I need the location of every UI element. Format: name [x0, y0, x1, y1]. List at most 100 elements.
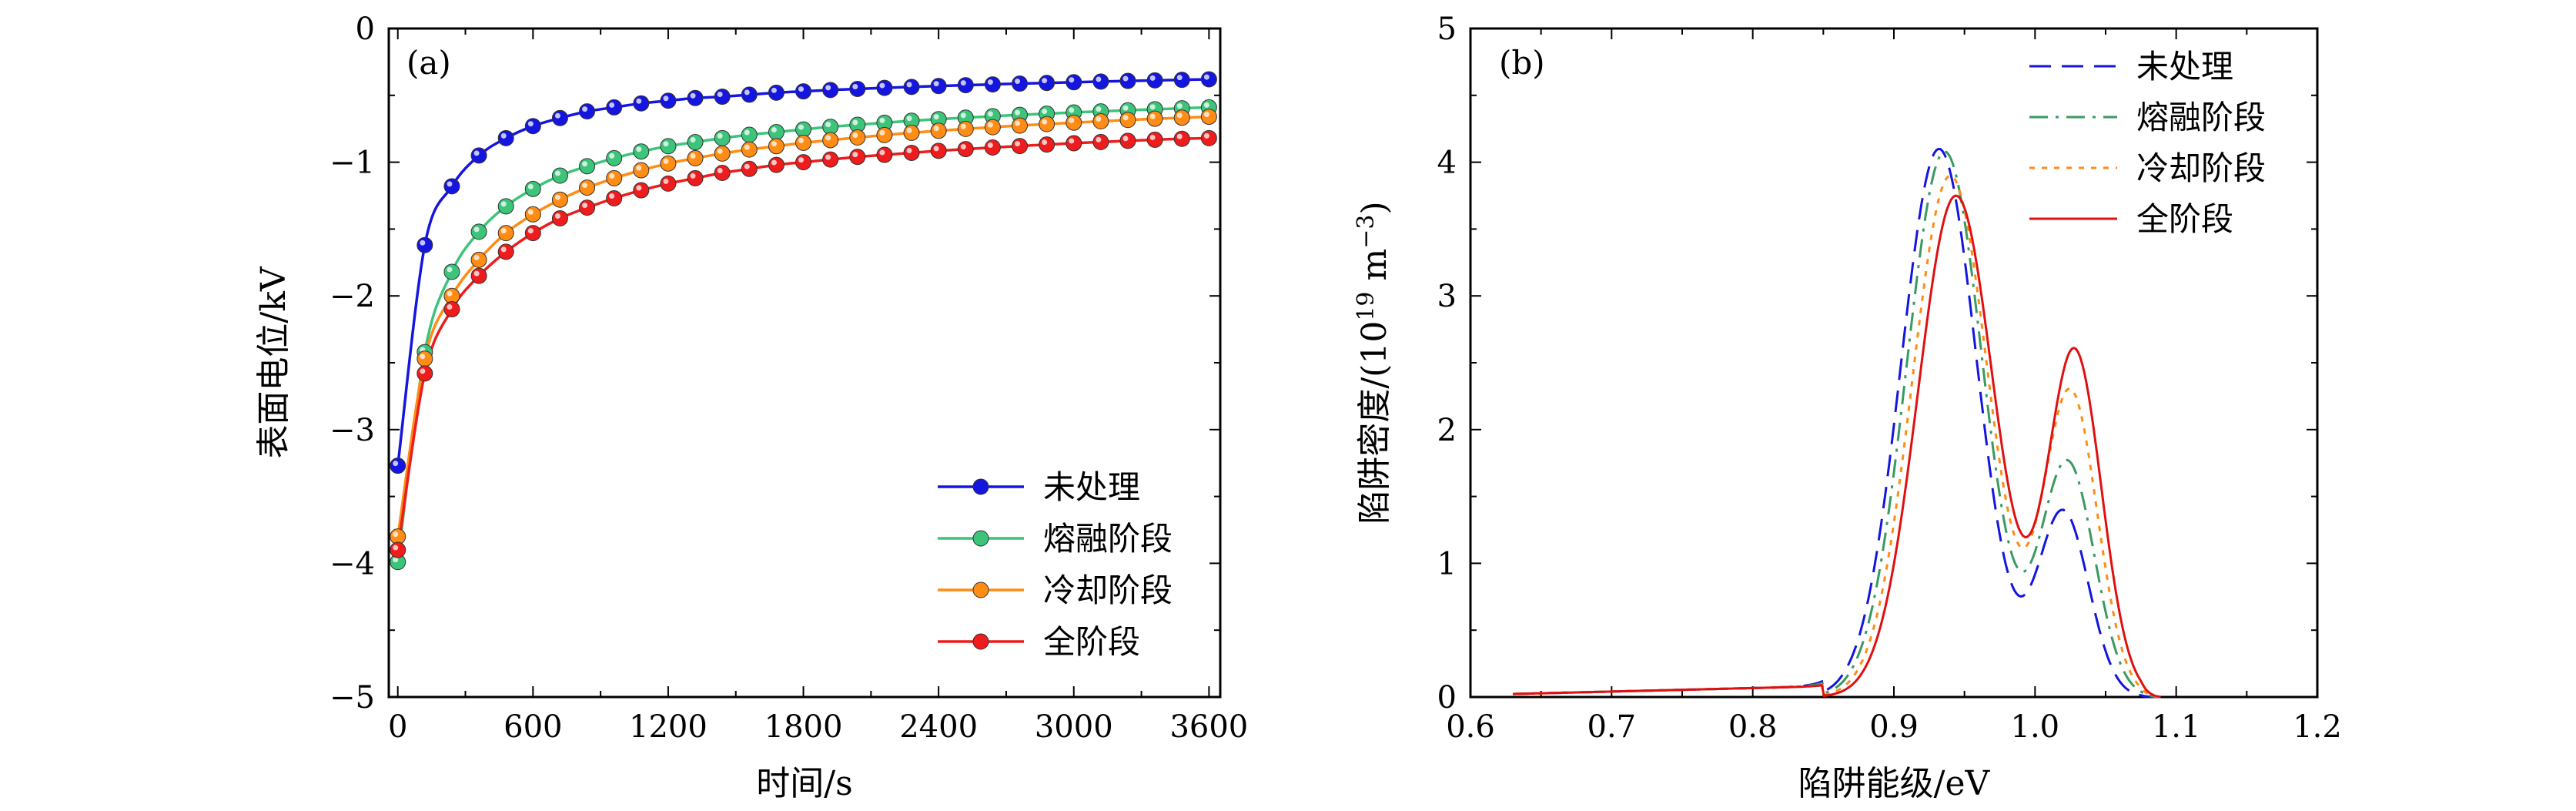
- panel-a-point-series-0: [579, 103, 596, 120]
- panel-a-point-series-2: [903, 124, 920, 141]
- panel-a-point-series-0: [768, 84, 785, 101]
- panel-b-curve-series-2: [1512, 174, 2161, 699]
- panel-a-point-series-1: [497, 198, 514, 215]
- panel-a-point-highlight: [960, 80, 966, 86]
- panel-a-point-series-0: [687, 89, 704, 106]
- panel-a-point-series-0: [1146, 72, 1163, 89]
- panel-a-point-highlight: [663, 141, 669, 147]
- panel-a-x-tick-label: 1800: [764, 709, 843, 745]
- panel-a-legend-marker-series-2: [972, 581, 989, 598]
- panel-a-point-highlight: [1203, 102, 1209, 108]
- panel-a-point-series-0: [984, 76, 1001, 93]
- panel-a-point-highlight: [1122, 105, 1129, 111]
- panel-a-point-highlight: [1069, 77, 1075, 83]
- panel-a-point-highlight: [500, 228, 507, 234]
- panel-a-point-series-3: [390, 541, 406, 558]
- panel-a-point-series-3: [660, 175, 677, 192]
- panel-a-point-highlight: [825, 85, 831, 91]
- panel-a-point-series-0: [1092, 73, 1109, 90]
- panel-a-point-series-2: [741, 141, 758, 158]
- panel-a-point-highlight: [798, 137, 805, 143]
- panel-a-point-highlight: [879, 117, 885, 123]
- panel-a-point-series-3: [822, 151, 839, 168]
- panel-a-point-highlight: [798, 86, 805, 92]
- panel-a-point-highlight: [447, 181, 453, 187]
- panel-a-point-series-3: [849, 149, 866, 166]
- panel-b-y-tick-label: 0: [1437, 680, 1457, 715]
- panel-a-point-highlight: [1122, 136, 1129, 142]
- panel-a-point-highlight: [798, 124, 805, 130]
- panel-a-point-series-2: [551, 191, 568, 208]
- panel-a-point-series-3: [1092, 133, 1109, 150]
- panel-a-point-highlight: [1122, 115, 1129, 121]
- panel-a-point-series-0: [741, 86, 758, 103]
- panel-a-point-series-3: [551, 210, 568, 227]
- panel-a-point-highlight: [717, 148, 723, 154]
- panel-a-point-series-1: [606, 149, 623, 166]
- panel-a-point-series-1: [714, 129, 731, 146]
- panel-a-point-highlight: [825, 154, 831, 160]
- panel-a-point-highlight: [987, 79, 993, 85]
- panel-b-y-tick-label: 1: [1437, 546, 1457, 581]
- panel-a-point-highlight: [1176, 103, 1183, 109]
- panel-a-point-series-1: [741, 126, 758, 143]
- panel-b-x-tick-label: 1.1: [2152, 709, 2201, 745]
- panel-a-point-highlight: [636, 98, 642, 104]
- panel-a-point-series-1: [443, 263, 460, 280]
- panel-a-point-series-3: [1012, 138, 1029, 155]
- panel-a-point-series-3: [1039, 136, 1055, 153]
- panel-a-point-series-2: [1012, 117, 1029, 134]
- panel-a-point-series-3: [876, 146, 893, 163]
- panel-a-point-highlight: [1203, 132, 1209, 139]
- panel-a-y-tick-label: 0: [356, 12, 375, 47]
- panel-a-point-highlight: [1096, 106, 1102, 112]
- panel-a-legend-label-series-3: 全阶段: [1043, 623, 1140, 661]
- panel-a-point-highlight: [879, 129, 885, 136]
- panel-a-point-series-1: [470, 223, 487, 240]
- panel-a-point-highlight: [906, 82, 912, 88]
- panel-b-y-axis-label: 陷阱密度/(1019 m−3): [1353, 201, 1394, 524]
- panel-a-point-highlight: [879, 149, 885, 156]
- panel-a-point-series-3: [470, 267, 487, 284]
- panel-a-point-highlight: [690, 173, 696, 179]
- panel-a-point-series-0: [1012, 75, 1029, 92]
- panel-a-point-highlight: [744, 163, 750, 169]
- panel-a-label: (a): [406, 44, 451, 82]
- panel-a-point-highlight: [771, 141, 777, 147]
- panel-a-point-highlight: [420, 240, 426, 246]
- panel-a-point-series-3: [524, 225, 541, 242]
- panel-a-point-highlight: [1149, 104, 1156, 110]
- panel-a-point-series-3: [1119, 132, 1136, 149]
- panel-a-point-highlight: [393, 545, 399, 551]
- panel-a-point-series-3: [633, 182, 650, 199]
- panel-a-point-highlight: [582, 106, 588, 112]
- panel-a-point-series-3: [741, 160, 758, 177]
- panel-b-legend-label-series-3: 全阶段: [2136, 200, 2233, 238]
- panel-a-point-highlight: [527, 228, 534, 234]
- panel-a-point-series-0: [822, 82, 839, 99]
- panel-a-x-tick-label: 0: [388, 709, 407, 745]
- panel-a-point-series-3: [984, 139, 1001, 156]
- panel-a-point-series-2: [417, 350, 433, 367]
- panel-a-point-series-0: [417, 236, 433, 253]
- panel-a-point-series-0: [714, 89, 731, 106]
- panel-a-point-highlight: [771, 127, 777, 133]
- panel-a-point-highlight: [1203, 112, 1209, 118]
- panel-a-point-highlight: [771, 87, 777, 93]
- panel-a-point-series-0: [633, 95, 650, 112]
- panel-b-y-tick-label: 5: [1437, 12, 1457, 47]
- panel-a-point-highlight: [690, 137, 696, 143]
- panel-b-y-tick-label: 2: [1437, 413, 1457, 448]
- panel-a-point-highlight: [1096, 136, 1102, 142]
- panel-a-point-highlight: [1015, 141, 1021, 147]
- panel-a-point-highlight: [690, 92, 696, 99]
- panel-a-point-highlight: [393, 557, 399, 563]
- panel-a-point-highlight: [1149, 134, 1156, 140]
- panel-a-point-highlight: [852, 152, 858, 158]
- panel-a-point-highlight: [1203, 74, 1209, 80]
- panel-a-y-tick-label: −3: [330, 413, 375, 448]
- panel-a-point-series-2: [1146, 110, 1163, 127]
- panel-a-point-highlight: [393, 461, 399, 467]
